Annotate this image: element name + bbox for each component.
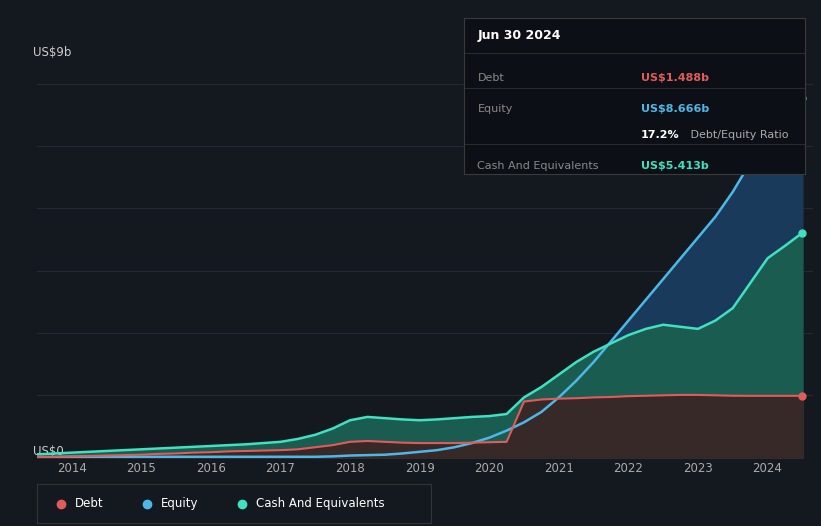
Text: US$1.488b: US$1.488b (641, 73, 709, 83)
Text: Debt: Debt (478, 73, 504, 83)
Text: Cash And Equivalents: Cash And Equivalents (255, 497, 384, 510)
Text: Debt/Equity Ratio: Debt/Equity Ratio (687, 130, 788, 140)
Text: Cash And Equivalents: Cash And Equivalents (478, 161, 599, 171)
Text: Debt: Debt (75, 497, 103, 510)
Text: US$0: US$0 (33, 444, 64, 458)
Text: US$5.413b: US$5.413b (641, 161, 709, 171)
Text: Jun 30 2024: Jun 30 2024 (478, 29, 561, 42)
Text: 17.2%: 17.2% (641, 130, 680, 140)
Text: Equity: Equity (161, 497, 199, 510)
Text: US$9b: US$9b (33, 46, 71, 59)
Text: US$8.666b: US$8.666b (641, 104, 709, 114)
Text: Equity: Equity (478, 104, 513, 114)
